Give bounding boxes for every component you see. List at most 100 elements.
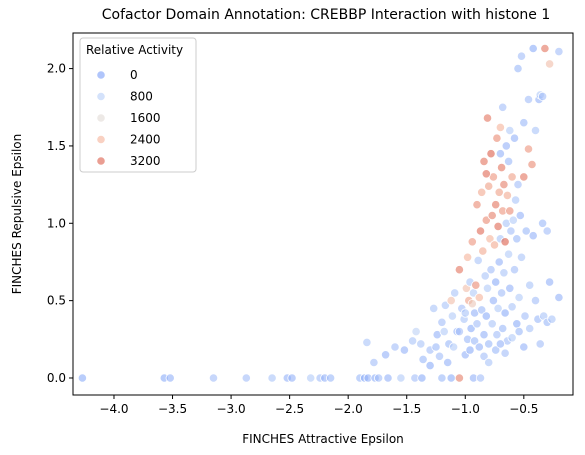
x-tick-label: −1.0 <box>451 402 480 416</box>
data-point <box>484 339 494 349</box>
data-point <box>488 295 498 306</box>
data-point <box>491 200 501 210</box>
x-tick-label: −2.5 <box>275 402 304 416</box>
x-tick-label: −2.0 <box>334 402 363 416</box>
data-point <box>477 187 487 197</box>
data-point <box>519 172 529 182</box>
data-point <box>462 252 473 262</box>
data-point <box>475 373 486 383</box>
x-axis-ticks: −4.0 −3.5 −3.0 −2.5 −2.0 −1.5 −1.0 −0.5 <box>99 395 538 416</box>
data-point <box>515 210 525 221</box>
data-point <box>479 156 489 166</box>
data-point <box>417 373 427 383</box>
data-point <box>498 102 508 112</box>
data-point <box>500 237 510 247</box>
data-point <box>502 190 512 200</box>
data-point <box>537 218 548 228</box>
data-point <box>369 357 379 368</box>
data-point <box>362 337 372 347</box>
data-point <box>446 295 456 306</box>
data-point <box>525 323 535 334</box>
data-point <box>516 252 527 262</box>
data-point <box>501 141 511 151</box>
data-point <box>478 246 488 256</box>
data-point <box>446 373 456 383</box>
data-point <box>554 46 564 57</box>
data-point <box>509 265 520 275</box>
x-tick-label: −0.5 <box>509 402 538 416</box>
data-point <box>513 64 523 74</box>
data-point <box>542 226 552 236</box>
y-axis-ticks: 0.0 0.5 1.0 1.5 2.0 <box>47 62 73 385</box>
data-point <box>498 323 508 334</box>
data-point <box>540 43 550 54</box>
data-point <box>390 342 400 352</box>
legend: Relative Activity 0 800 1600 2400 3200 <box>79 37 197 173</box>
legend-marker <box>96 134 106 145</box>
data-point <box>481 169 491 179</box>
data-point <box>493 221 503 231</box>
y-tick-label: 1.0 <box>47 216 66 230</box>
data-point <box>450 288 460 298</box>
y-tick-label: 2.0 <box>47 62 66 76</box>
data-point <box>508 215 518 225</box>
data-point <box>495 149 505 159</box>
data-point <box>499 268 509 278</box>
data-point <box>528 231 538 241</box>
data-point <box>429 303 439 313</box>
data-point <box>487 319 497 329</box>
data-point <box>513 180 523 190</box>
data-point <box>480 271 490 281</box>
data-point <box>520 311 530 321</box>
data-point <box>484 181 494 191</box>
data-point <box>165 373 175 383</box>
legend-label: 0 <box>130 68 138 82</box>
data-point <box>514 292 524 303</box>
data-point <box>484 357 494 368</box>
data-point <box>521 226 531 236</box>
data-point <box>507 172 517 182</box>
data-point <box>489 240 500 250</box>
data-point <box>416 339 426 349</box>
data-point <box>523 94 534 105</box>
data-point <box>482 113 493 123</box>
data-point <box>486 149 496 159</box>
legend-box <box>79 37 197 173</box>
data-point <box>472 319 482 329</box>
data-point <box>306 373 316 383</box>
data-point <box>437 373 447 383</box>
data-point <box>472 200 482 210</box>
data-point <box>547 314 557 324</box>
data-point <box>481 215 491 225</box>
data-point <box>469 336 480 346</box>
data-point <box>467 299 477 309</box>
data-point <box>477 305 487 315</box>
data-point <box>500 308 510 318</box>
data-point <box>479 351 489 361</box>
chart-title: Cofactor Domain Annotation: CREBBP Inter… <box>102 7 551 23</box>
data-point <box>523 144 534 154</box>
data-point <box>325 373 336 383</box>
y-axis-label: FINCHES Repulsive Epsilon <box>10 134 24 295</box>
legend-label: 3200 <box>130 154 161 168</box>
legend-label: 1600 <box>130 111 161 125</box>
data-point <box>495 339 505 349</box>
data-point <box>425 360 435 371</box>
data-point <box>509 133 520 143</box>
data-point <box>399 345 409 355</box>
legend-marker <box>96 70 106 80</box>
data-point <box>434 351 445 361</box>
data-point <box>507 302 517 312</box>
data-point <box>466 323 476 334</box>
data-point <box>528 43 538 54</box>
data-point <box>512 234 522 244</box>
data-point <box>485 234 495 244</box>
data-point <box>396 373 406 383</box>
data-point <box>474 342 484 352</box>
data-point <box>487 210 497 221</box>
data-point <box>481 311 491 321</box>
data-point <box>512 319 522 329</box>
data-point <box>465 345 475 355</box>
legend-title: Relative Activity <box>86 43 183 57</box>
legend-label: 2400 <box>130 133 161 147</box>
